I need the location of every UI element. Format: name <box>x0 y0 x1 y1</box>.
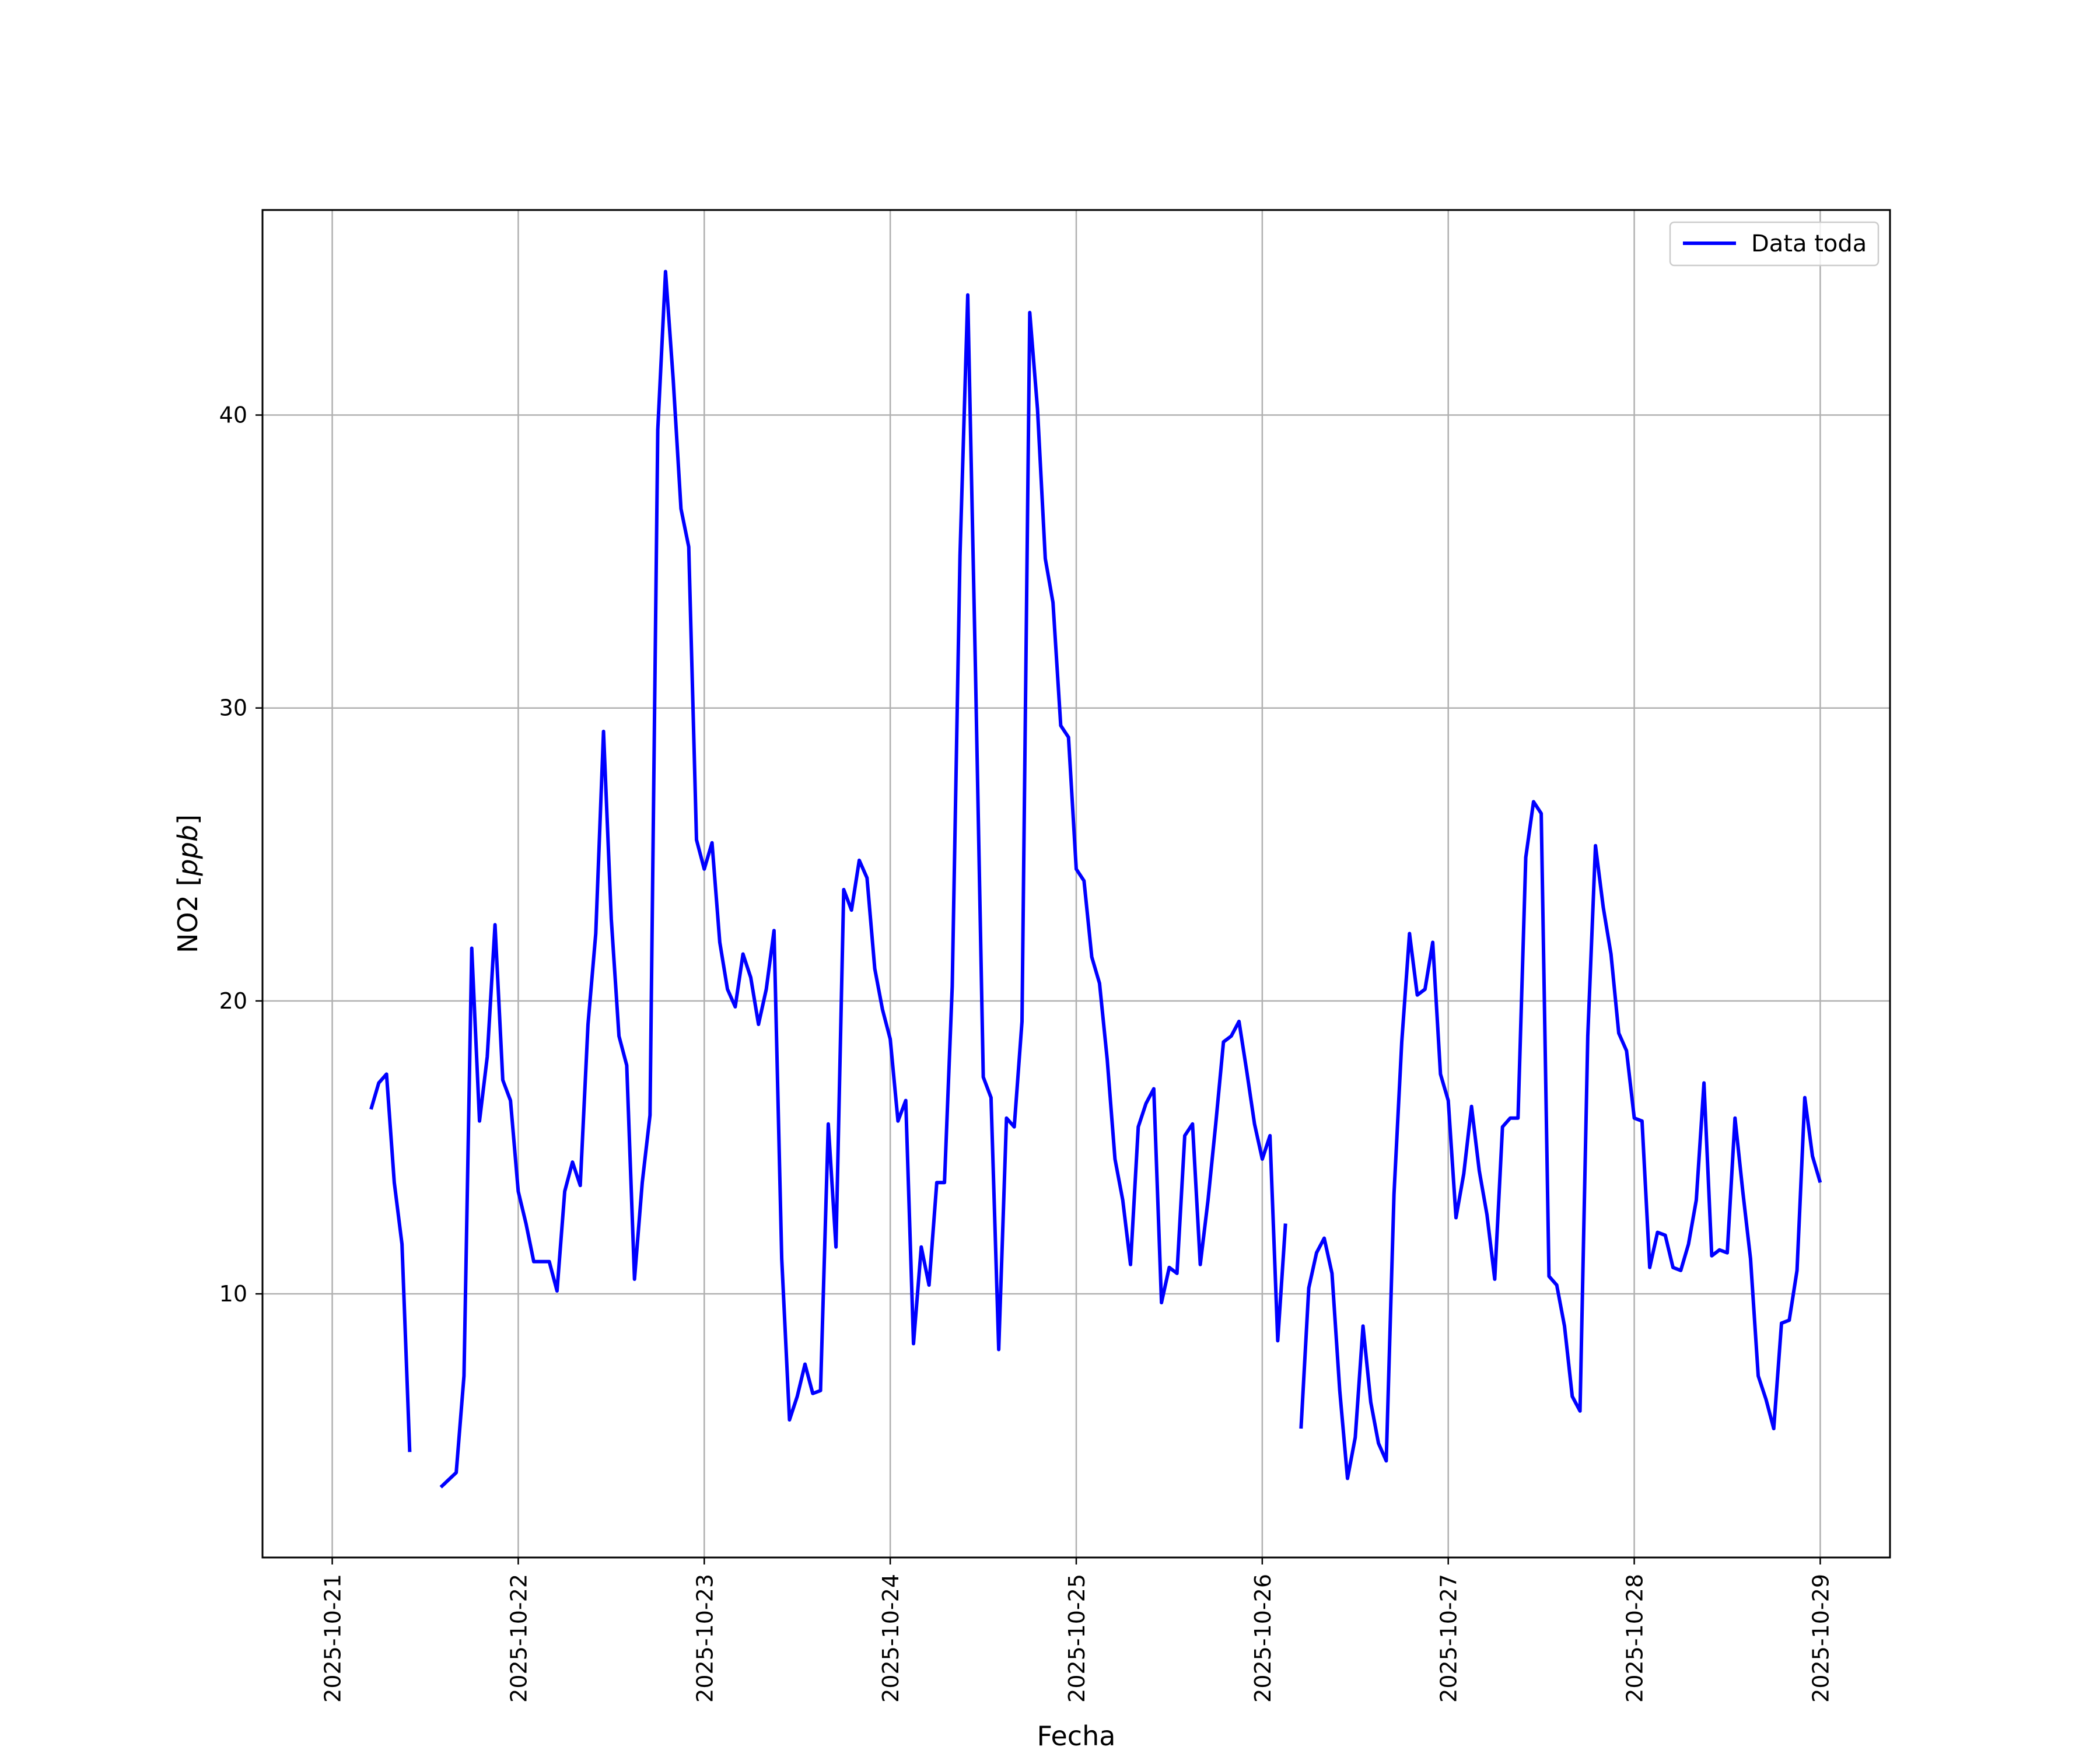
x-tick-label: 2025-10-21 <box>320 1574 346 1703</box>
y-tick-label: 40 <box>219 402 247 428</box>
x-tick-label: 2025-10-23 <box>692 1574 718 1703</box>
x-tick-label: 2025-10-27 <box>1436 1574 1462 1703</box>
y-tick-label: 30 <box>219 695 247 721</box>
x-axis-ticks: 2025-10-21 2025-10-22 2025-10-23 2025-10-24… <box>320 1558 1833 1703</box>
x-tick-label: 2025-10-28 <box>1622 1574 1648 1703</box>
x-axis-title: Fecha <box>1037 1720 1116 1750</box>
legend-label: Data toda <box>1751 230 1867 257</box>
x-tick-label: 2025-10-29 <box>1808 1574 1833 1703</box>
y-tick-label: 20 <box>219 988 247 1014</box>
series-layer <box>369 270 1822 1489</box>
legend-box <box>1669 221 1880 267</box>
y-axis-title-end: ] <box>172 814 204 825</box>
x-tick-label: 2025-10-22 <box>506 1574 531 1703</box>
y-axis-title: NO2 [ppb] <box>172 814 204 953</box>
x-tick-label: 2025-10-24 <box>878 1574 904 1703</box>
legend: Data toda <box>1669 221 1880 267</box>
series-line-segment <box>1299 800 1822 1480</box>
grid <box>262 210 1890 1558</box>
y-axis-ticks: 10 20 30 40 <box>219 402 262 1307</box>
y-axis-title-main: NO2 [ <box>172 876 204 953</box>
x-tick-label: 2025-10-25 <box>1064 1574 1090 1703</box>
y-axis-title-unit: ppb <box>172 825 204 877</box>
series-line-segment <box>369 1072 412 1452</box>
series-line-segment <box>439 270 1287 1489</box>
y-tick-label: 10 <box>219 1281 247 1307</box>
x-tick-label: 2025-10-26 <box>1250 1574 1276 1703</box>
